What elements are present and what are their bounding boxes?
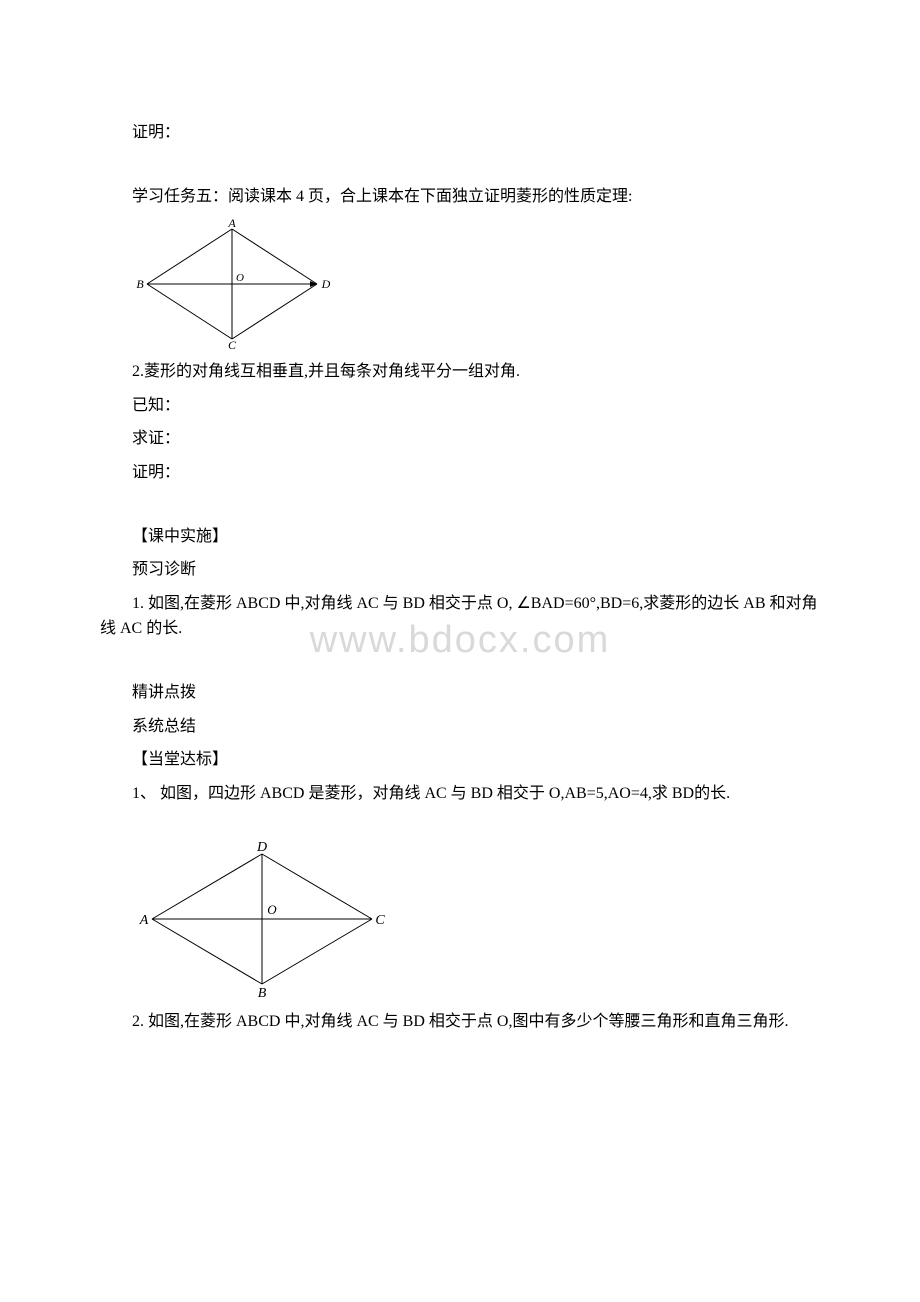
section-test-title: 【当堂达标】 xyxy=(100,747,820,773)
label-o: O xyxy=(236,272,244,284)
to-prove-label: 求证： xyxy=(100,426,820,452)
label-c2: C xyxy=(375,913,385,928)
given-label: 已知： xyxy=(100,393,820,419)
section-mid-title: 【课中实施】 xyxy=(100,524,820,550)
theorem-2-text: 2.菱形的对角线互相垂直,并且每条对角线平分一组对角. xyxy=(100,359,820,385)
label-a2: A xyxy=(139,913,149,928)
label-b: B xyxy=(136,277,144,291)
label-c: C xyxy=(228,338,237,349)
document-content: 证明： 学习任务五：阅读课本 4 页，合上课本在下面独立证明菱形的性质定理: A… xyxy=(100,120,820,1035)
question-1: 1. 如图,在菱形 ABCD 中,对角线 AC 与 BD 相交于点 O, ∠BA… xyxy=(100,591,820,642)
test-question-1: 1、 如图，四边形 ABCD 是菱形，对角线 AC 与 BD 相交于 O,AB=… xyxy=(100,781,820,807)
label-a: A xyxy=(227,219,236,230)
task-5-text: 学习任务五：阅读课本 4 页，合上课本在下面独立证明菱形的性质定理: xyxy=(100,184,820,210)
figure-rhombus-1: A B C D O xyxy=(132,219,820,349)
tips-title: 精讲点拨 xyxy=(100,680,820,706)
label-d: D xyxy=(321,277,331,291)
label-b2: B xyxy=(258,986,267,999)
figure-rhombus-2: D A C B O xyxy=(132,839,820,999)
test-question-2: 2. 如图,在菱形 ABCD 中,对角线 AC 与 BD 相交于点 O,图中有多… xyxy=(100,1009,820,1035)
label-o2: O xyxy=(267,902,277,917)
proof-label-1: 证明： xyxy=(100,120,820,146)
summary-title: 系统总结 xyxy=(100,714,820,740)
label-d2: D xyxy=(256,840,267,855)
proof-label-2: 证明： xyxy=(100,460,820,486)
preview-title: 预习诊断 xyxy=(100,557,820,583)
